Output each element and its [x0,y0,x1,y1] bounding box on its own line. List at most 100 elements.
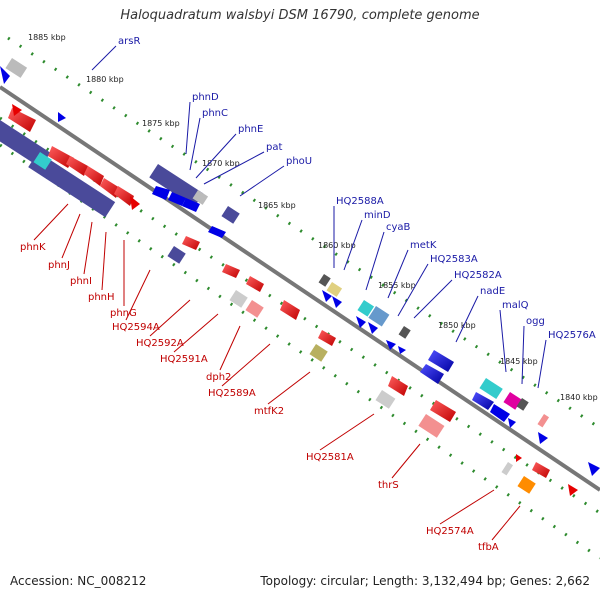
leader-line [219,325,241,371]
gene-feature [84,166,104,186]
gene-label-top: minD [364,210,391,221]
gene-feature [229,290,248,308]
gene-label-top: HQ2576A [548,330,596,341]
gene-feature [430,400,456,422]
leader-line [413,279,453,319]
leader-line [537,339,547,389]
tick-label: 1865 kbp [258,201,296,210]
gene-feature [208,226,226,238]
leader-line [173,313,219,353]
gene-feature [326,282,343,297]
gene-feature [114,186,134,206]
gene-label-bottom: phnJ [48,260,70,271]
gene-feature [503,392,522,410]
gene-feature [167,246,186,264]
gene-label-bottom: HQ2592A [136,338,184,349]
gene-feature [357,299,375,317]
gene-feature [375,390,396,409]
gene-feature [388,376,408,396]
gene-label-bottom: phnK [20,242,46,253]
leader-line [491,505,521,541]
gene-label-bottom: HQ2594A [112,322,160,333]
gene-feature [368,322,378,334]
gene-feature [537,414,550,428]
gene-feature [318,274,331,287]
gene-feature [12,104,22,116]
gene-feature [192,190,209,205]
gene-feature [28,151,116,218]
gene-feature [517,476,536,494]
gene-label-bottom: phnI [70,276,92,287]
gene-feature [149,164,204,207]
leader-line [91,45,117,71]
gene-feature [246,276,264,292]
gene-features [0,58,600,496]
gene-feature [418,413,445,438]
gene-feature [538,432,548,444]
gene-feature [588,462,600,476]
leader-line [365,231,385,291]
gene-feature [280,300,300,320]
tick-label: 1880 kbp [86,75,124,84]
tick-label: 1845 kbp [500,357,538,366]
leader-line [189,117,201,171]
gene-feature [398,326,411,339]
leader-line [149,299,191,337]
gene-feature [0,66,10,84]
gene-feature [168,192,186,206]
leader-line [397,263,429,317]
tick-label: 1885 kbp [28,33,66,42]
gene-feature [479,377,503,399]
gene-label-top: metK [410,240,437,251]
genome-backbone [0,85,600,492]
gene-feature [472,392,494,410]
tick-label: 1870 kbp [202,159,240,168]
gene-label-top: HQ2582A [454,270,502,281]
gene-label-bottom: HQ2581A [306,452,354,463]
tick-label: 1850 kbp [438,321,476,330]
leader-line [319,413,375,451]
gene-feature [182,198,200,212]
gene-feature [532,462,550,478]
leader-line [221,343,271,387]
gene-feature [222,264,240,278]
gene-feature [66,156,88,176]
gene-feature [0,120,51,168]
gene-feature [182,236,200,250]
gene-feature [309,344,328,362]
gene-label-top: phoU [286,156,312,167]
leader-line [267,371,311,405]
gene-label-top: ogg [526,316,545,327]
gene-feature [130,196,140,210]
leader-line [83,221,93,275]
gene-label-top: cyaB [386,222,411,233]
leader-line [343,219,363,271]
gene-feature [245,299,264,318]
leader-line [125,269,151,321]
gene-feature [368,306,390,327]
gene-feature [490,404,510,422]
gene-feature [58,112,66,122]
gene-feature [221,206,240,224]
gene-feature [356,316,366,328]
accession-label: Accession: NC_008212 [10,574,147,588]
leader-line [33,203,69,241]
gene-label-top: phnD [192,92,219,103]
gene-label-top: phnC [202,108,228,119]
gene-label-top: nadE [480,286,505,297]
gene-label-top: malQ [502,300,529,311]
tick-label: 1860 kbp [318,241,356,250]
gene-label-bottom: phnH [88,292,115,303]
tick-label: 1875 kbp [142,119,180,128]
leader-line [499,309,507,373]
track-inner-bottom [0,143,600,560]
leader-line [61,213,81,259]
gene-label-bottom: mtfK2 [254,406,284,417]
gene-feature [516,454,522,462]
gene-label-bottom: tfbA [478,542,499,553]
gene-feature [322,290,332,302]
leader-line [455,295,479,343]
gene-label-bottom: dph2 [206,372,231,383]
gene-label-bottom: HQ2591A [160,354,208,365]
